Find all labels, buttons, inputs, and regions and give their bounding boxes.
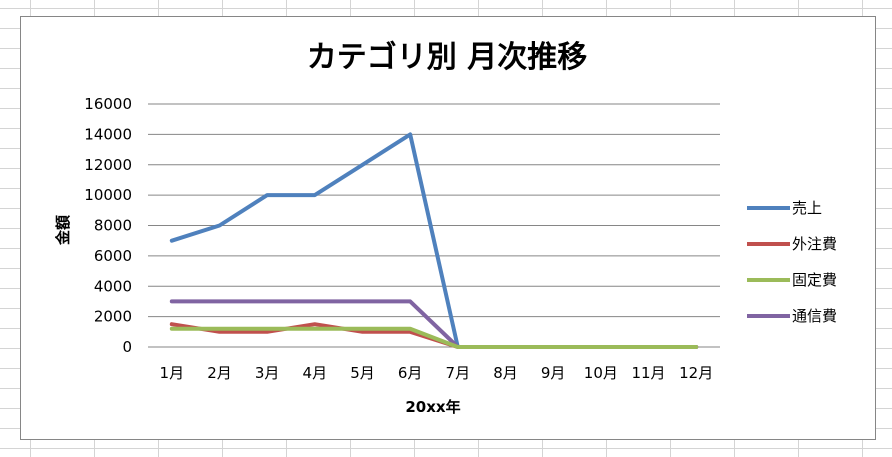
y-tick-label: 4000	[94, 277, 132, 295]
legend-label: 売上	[792, 199, 822, 217]
x-tick-label: 10月	[584, 364, 618, 382]
x-tick-label: 12月	[679, 364, 713, 382]
legend-label: 固定費	[792, 271, 837, 289]
x-tick-label: 9月	[541, 364, 566, 382]
legend-label: 通信費	[792, 307, 837, 325]
chart-area[interactable]	[20, 16, 876, 440]
y-axis-title: 金額	[54, 215, 72, 246]
y-tick-label: 0	[122, 338, 132, 356]
y-axis-ticks: 0 2000 4000 6000 8000 10000 12000 14000 16000	[84, 95, 132, 356]
x-tick-label: 4月	[303, 364, 328, 382]
x-axis-ticks: 1月 2月 3月 4月 5月 6月 7月 8月 9月 10月 11月 12月	[160, 364, 714, 382]
series-line-1[interactable]	[169, 132, 699, 349]
y-tick-label: 2000	[94, 308, 132, 326]
plot-gridlines	[148, 103, 720, 348]
x-tick-label: 7月	[446, 364, 471, 382]
y-tick-label: 16000	[84, 95, 132, 113]
x-tick-label: 1月	[160, 364, 185, 382]
series-lines	[169, 132, 699, 349]
chart-title: カテゴリ別 月次推移	[307, 40, 587, 75]
y-tick-label: 12000	[84, 156, 132, 174]
y-tick-label: 10000	[84, 186, 132, 204]
x-tick-label: 11月	[631, 364, 665, 382]
legend-label: 外注費	[792, 235, 837, 253]
y-tick-label: 14000	[84, 125, 132, 143]
x-tick-label: 5月	[350, 364, 375, 382]
x-axis-title: 20xx年	[405, 398, 460, 416]
x-tick-label: 3月	[255, 364, 280, 382]
y-tick-label: 8000	[94, 217, 132, 235]
series-line-3[interactable]	[169, 326, 699, 349]
x-tick-label: 2月	[207, 364, 232, 382]
x-tick-label: 6月	[398, 364, 423, 382]
y-tick-label: 6000	[94, 247, 132, 265]
x-tick-label: 8月	[493, 364, 518, 382]
